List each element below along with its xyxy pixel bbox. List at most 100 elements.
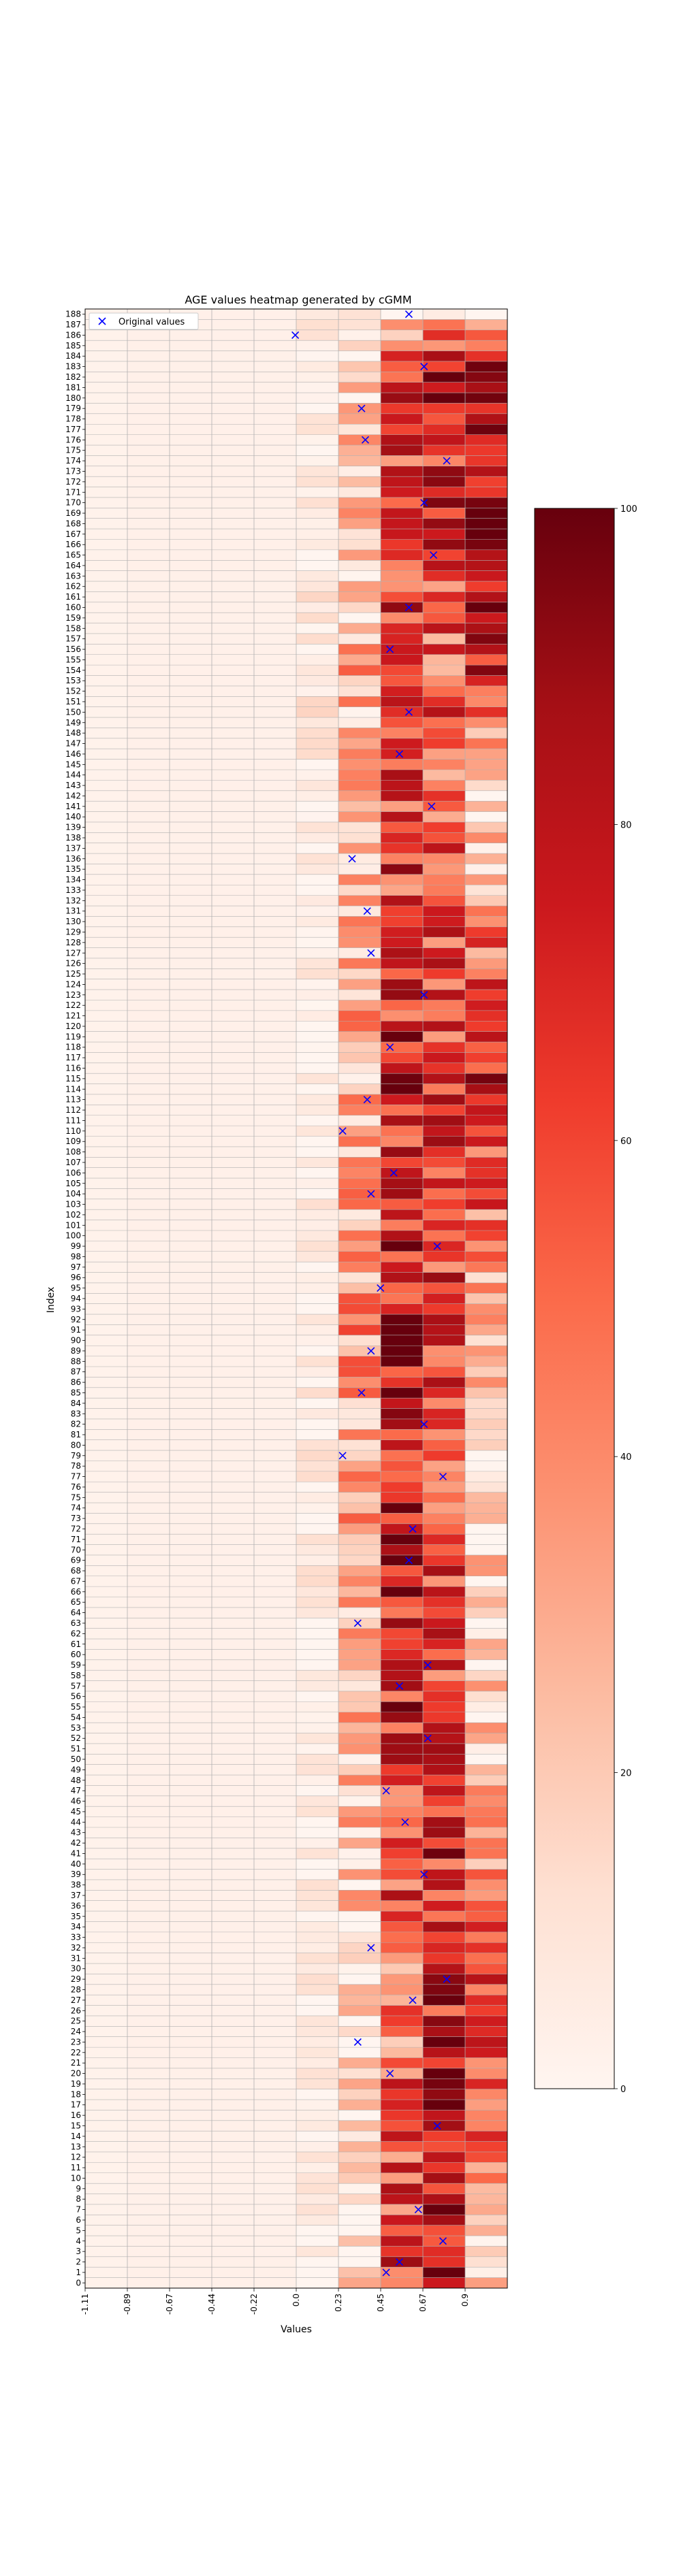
heatmap-cell	[254, 1984, 296, 1995]
heatmap-cell	[254, 2078, 296, 2089]
heatmap-cell	[212, 466, 254, 477]
heatmap-cell	[254, 581, 296, 592]
heatmap-cell	[338, 1775, 381, 1786]
heatmap-cell	[254, 1083, 296, 1094]
heatmap-cell	[170, 958, 212, 969]
heatmap-cell	[85, 1785, 127, 1796]
heatmap-cell	[254, 1010, 296, 1022]
y-tick-label: 83	[71, 1409, 81, 1418]
heatmap-cell	[85, 549, 127, 561]
heatmap-cell	[338, 1429, 381, 1440]
heatmap-cell	[85, 926, 127, 938]
marker-stroke	[367, 1190, 375, 1198]
heatmap-cell	[423, 895, 465, 907]
heatmap-cell	[381, 1544, 423, 1555]
heatmap-cell	[127, 1115, 170, 1126]
heatmap-cell	[212, 665, 254, 676]
heatmap-cell	[338, 2246, 381, 2257]
heatmap-cell	[170, 487, 212, 498]
heatmap-cell	[423, 1764, 465, 1776]
heatmap-cell	[170, 947, 212, 958]
heatmap-cell	[85, 1503, 127, 1514]
heatmap-cell	[170, 1743, 212, 1755]
y-tick-label: 64	[71, 1608, 81, 1618]
y-tick-label: 13	[71, 2142, 81, 2151]
heatmap-cell	[254, 685, 296, 697]
y-tick-label: 100	[65, 1231, 81, 1241]
heatmap-cell	[381, 518, 423, 529]
marker-stroke	[433, 1242, 441, 1250]
y-tick-label: 27	[71, 1995, 81, 2005]
heatmap-cell	[254, 382, 296, 393]
heatmap-cell	[296, 455, 338, 466]
heatmap-cell	[127, 864, 170, 875]
heatmap-cell	[85, 1272, 127, 1283]
heatmap-cell	[254, 958, 296, 969]
heatmap-cell	[254, 1785, 296, 1796]
heatmap-cell	[254, 1733, 296, 1744]
heatmap-cell	[381, 1377, 423, 1388]
heatmap-cell	[381, 633, 423, 645]
heatmap-cell	[212, 361, 254, 372]
heatmap-cell	[127, 728, 170, 738]
heatmap-cell	[423, 1806, 465, 1817]
heatmap-cell	[127, 1974, 170, 1985]
heatmap-cell	[254, 424, 296, 435]
heatmap-cell	[170, 466, 212, 477]
heatmap-cell	[85, 591, 127, 602]
heatmap-cell	[465, 1000, 507, 1011]
heatmap-cell	[85, 508, 127, 519]
heatmap-cell	[338, 958, 381, 969]
heatmap-cell	[465, 801, 507, 812]
heatmap-cell	[254, 497, 296, 508]
heatmap-cell	[254, 2267, 296, 2278]
heatmap-cell	[170, 1628, 212, 1640]
heatmap-cell	[170, 413, 212, 425]
heatmap-cell	[85, 1953, 127, 1964]
heatmap-cell	[423, 1408, 465, 1419]
heatmap-cell	[85, 424, 127, 435]
heatmap-cell	[338, 1346, 381, 1356]
y-tick-label: 117	[65, 1053, 81, 1062]
heatmap-cell	[381, 926, 423, 938]
heatmap-cell	[381, 1607, 423, 1618]
heatmap-cell	[381, 1418, 423, 1430]
y-tick-label: 92	[71, 1315, 81, 1324]
heatmap-cell	[465, 1670, 507, 1681]
heatmap-cell	[254, 1471, 296, 1482]
heatmap-cell	[296, 1942, 338, 1953]
original-value-marker	[367, 949, 375, 957]
heatmap-cell	[170, 1492, 212, 1503]
heatmap-cell	[338, 2236, 381, 2247]
y-tick-label: 122	[65, 1000, 81, 1010]
heatmap-cell	[423, 1492, 465, 1503]
heatmap-cell	[296, 2036, 338, 2048]
heatmap-cell	[423, 1105, 465, 1115]
heatmap-cell	[465, 1471, 507, 1482]
heatmap-cell	[381, 696, 423, 707]
heatmap-cell	[423, 539, 465, 550]
legend: Original values	[89, 312, 199, 330]
y-tick-label: 119	[65, 1032, 81, 1041]
heatmap-cell	[127, 1523, 170, 1535]
heatmap-cell	[381, 529, 423, 540]
heatmap-cell	[212, 1094, 254, 1105]
heatmap-cell	[170, 424, 212, 435]
heatmap-cell	[296, 1628, 338, 1640]
y-tick-label: 180	[65, 393, 81, 403]
heatmap-cell	[212, 319, 254, 330]
heatmap-cell	[170, 1597, 212, 1608]
heatmap-cell	[338, 1209, 381, 1220]
heatmap-cell	[338, 361, 381, 372]
heatmap-cell	[381, 613, 423, 623]
heatmap-cell	[296, 1995, 338, 2006]
heatmap-cell	[423, 2078, 465, 2089]
heatmap-cell	[296, 1984, 338, 1995]
heatmap-cell	[381, 1062, 423, 1074]
y-tick-label: 140	[65, 812, 81, 821]
heatmap-cell	[423, 372, 465, 382]
heatmap-cell	[212, 1062, 254, 1074]
heatmap-cell	[296, 487, 338, 498]
